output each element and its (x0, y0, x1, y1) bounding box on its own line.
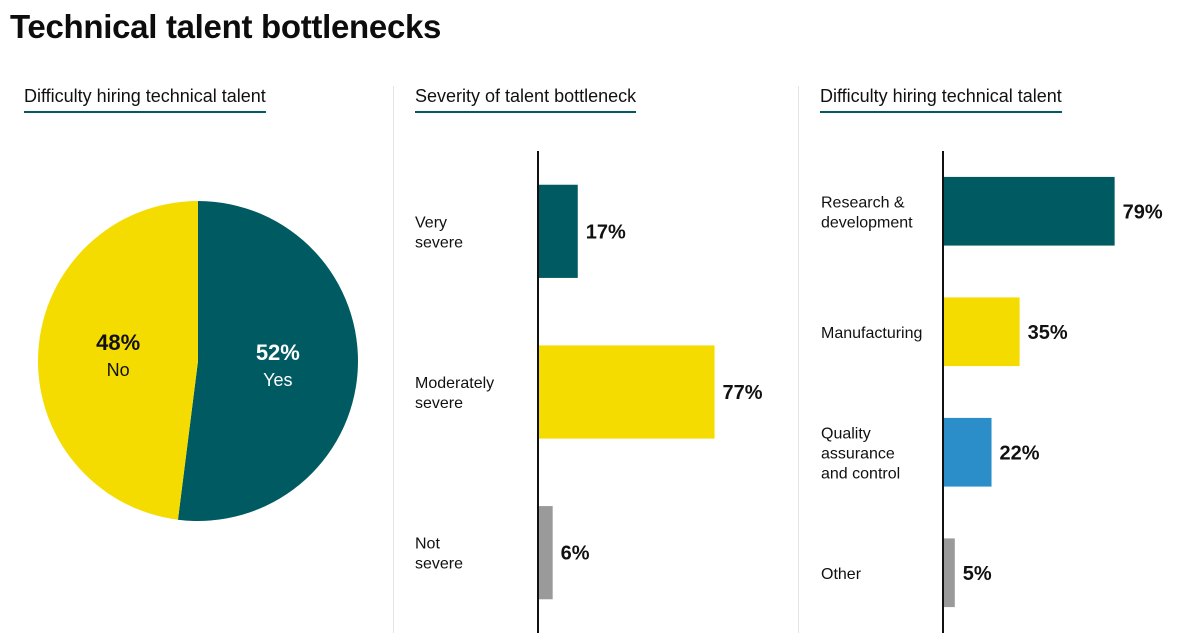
severity-chart-title: Severity of talent bottleneck (415, 86, 637, 113)
category-label: development (821, 214, 913, 231)
category-label: assurance (821, 445, 895, 462)
category-label: Other (821, 566, 862, 583)
category-label: Moderately (415, 375, 494, 392)
bar (944, 417, 992, 487)
pie-category-label: Yes (263, 370, 292, 390)
pie-slice-no (37, 201, 198, 520)
bar (539, 345, 715, 439)
panel-divider (393, 86, 394, 633)
bar (944, 538, 955, 608)
bar (944, 297, 1020, 367)
category-label: severe (415, 395, 463, 412)
page-title: Technical talent bottlenecks (10, 8, 442, 45)
category-label: and control (821, 465, 900, 482)
bar-value-label: 79% (1123, 201, 1163, 223)
bar-value-label: 22% (1000, 442, 1040, 464)
category-label: Quality (821, 425, 871, 442)
bar-value-label: 35% (1028, 322, 1068, 344)
category-label: Not (415, 536, 440, 553)
category-label: Research & (821, 194, 905, 211)
pie-value-label: 52% (256, 340, 300, 365)
pie-value-label: 48% (96, 330, 140, 355)
category-label: severe (415, 234, 463, 251)
bar-value-label: 6% (561, 543, 590, 565)
bar-value-label: 17% (586, 221, 626, 243)
pie-chart-title: Difficulty hiring technical talent (24, 86, 266, 113)
pie-slice-yes (177, 201, 358, 521)
bar (539, 506, 553, 600)
bar-value-label: 5% (963, 563, 992, 585)
bar (944, 176, 1115, 246)
pie-category-label: No (107, 360, 130, 380)
function-chart-title: Difficulty hiring technical talent (820, 86, 1062, 113)
category-label: Very (415, 214, 447, 231)
bar-value-label: 77% (723, 382, 763, 404)
category-label: severe (415, 556, 463, 573)
category-label: Manufacturing (821, 325, 922, 342)
panel-divider (798, 86, 799, 633)
bar (539, 184, 578, 278)
